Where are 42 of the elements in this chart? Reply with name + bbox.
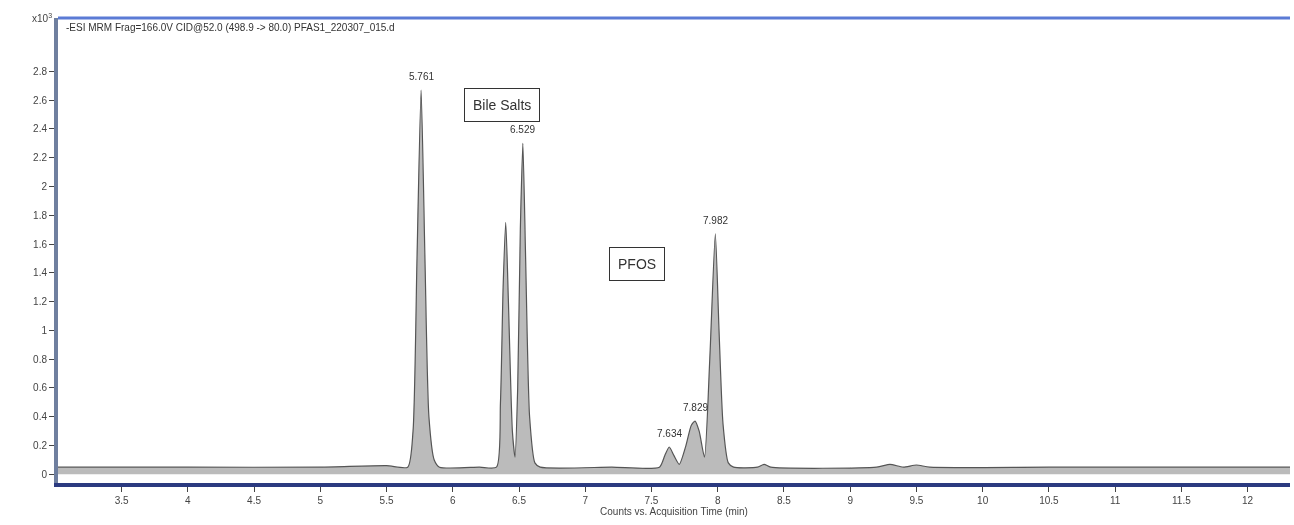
x-tick-label: 5 [317, 495, 324, 506]
x-tick-label: 6 [449, 495, 456, 506]
y-tick-label: 2 [41, 180, 48, 192]
annotation: PFOS [618, 256, 657, 272]
x-tick-label: 4 [185, 495, 192, 506]
x-tick-label: 11 [1109, 495, 1121, 506]
y-tick-label: 2.6 [33, 94, 48, 106]
y-tick-label: 0.4 [33, 411, 48, 423]
annotation: 7.634 [657, 428, 683, 439]
y-tick-label: 1.2 [33, 296, 48, 308]
x-tick-label: 12 [1242, 495, 1254, 506]
y-tick-label: 0.2 [33, 440, 48, 452]
x-tick-label: 7.5 [644, 495, 659, 506]
y-tick-label: 1.8 [33, 209, 48, 221]
y-tick-label: 2.4 [33, 123, 48, 135]
x-tick-label: 3.5 [114, 495, 129, 506]
x-tick-label: 8 [714, 495, 721, 506]
x-tick-label: 6.5 [512, 495, 527, 506]
x-tick-label: 4.5 [247, 495, 262, 506]
x-axis-title: Counts vs. Acquisition Time (min) [600, 506, 748, 517]
x-tick-label: 9 [847, 495, 854, 506]
y-tick-label: 1 [41, 324, 48, 336]
y-tick-label: 0.6 [33, 382, 48, 394]
y-tick-label: 1.6 [33, 238, 48, 250]
x-tick-label: 7 [582, 495, 589, 506]
y-tick-label: 2.8 [33, 65, 48, 77]
y-tick-label: 0.8 [33, 353, 48, 365]
x-tick-label: 9.5 [909, 495, 924, 506]
x-tick-label: 10.5 [1039, 495, 1060, 506]
y-tick-label: 1.4 [33, 267, 48, 279]
chart-title: -ESI MRM Frag=166.0V CID@52.0 (498.9 -> 80.0) PFAS1_220307_015.d [66, 22, 395, 33]
annotation: 6.529 [510, 124, 536, 135]
x-tick-label: 8.5 [777, 495, 792, 506]
x-tick-label: 11.5 [1172, 495, 1192, 506]
x-tick-label: 10 [977, 495, 989, 506]
y-tick-label: 0 [41, 468, 48, 480]
y-axis-title: x10$^{3}$ [32, 12, 53, 25]
annotation: 7.982 [703, 215, 729, 226]
annotation: Bile Salts [473, 97, 532, 113]
y-tick-label: 2.2 [33, 152, 48, 164]
x-tick-label: 5.5 [379, 495, 394, 506]
annotation: 5.761 [409, 71, 435, 82]
